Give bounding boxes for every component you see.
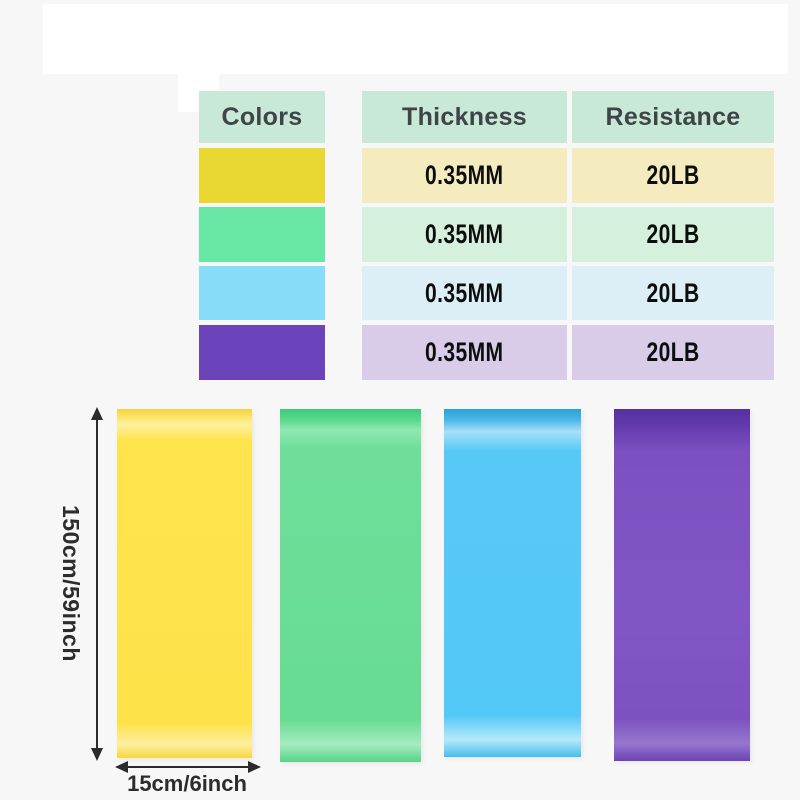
arrowhead-right-icon	[248, 761, 261, 773]
thickness-value-purple: 0.35MM	[362, 325, 567, 380]
resistance-value-yellow: 20LB	[572, 148, 774, 203]
resistance-text: 20LB	[646, 277, 700, 308]
resistance-value-purple: 20LB	[572, 325, 774, 380]
resistance-value-green: 20LB	[572, 207, 774, 262]
resistance-text: 20LB	[646, 337, 700, 367]
thickness-text: 0.35MM	[425, 219, 504, 249]
band-length-label: 150cm/59inch	[58, 505, 84, 662]
horizontal-dimension-line	[120, 766, 256, 768]
resistance-text: 20LB	[646, 160, 700, 190]
thickness-value-blue: 0.35MM	[362, 266, 567, 320]
vertical-dimension-line	[96, 414, 98, 752]
colors-column-header: Colors	[199, 91, 325, 143]
thickness-value-yellow: 0.35MM	[362, 148, 567, 203]
thickness-text: 0.35MM	[425, 277, 504, 308]
arrowhead-down-icon	[91, 748, 103, 761]
resistance-text: 20LB	[646, 219, 700, 249]
thickness-text: 0.35MM	[425, 337, 504, 367]
band-green	[280, 409, 421, 762]
resistance-value-blue: 20LB	[572, 266, 774, 320]
thickness-column-header: Thickness	[362, 91, 567, 143]
resistance-column-header: Resistance	[572, 91, 774, 143]
color-swatch-purple	[199, 325, 325, 380]
color-swatch-yellow	[199, 148, 325, 203]
thickness-value-green: 0.35MM	[362, 207, 567, 262]
arrowhead-up-icon	[91, 407, 103, 420]
color-swatch-green	[199, 207, 325, 262]
band-purple	[614, 409, 750, 761]
thickness-text: 0.35MM	[425, 160, 504, 190]
background-white-band	[43, 4, 788, 74]
band-width-label: 15cm/6inch	[127, 771, 247, 796]
band-yellow	[117, 409, 252, 758]
band-blue	[444, 409, 581, 757]
arrowhead-left-icon	[115, 761, 128, 773]
color-swatch-blue	[199, 266, 325, 320]
